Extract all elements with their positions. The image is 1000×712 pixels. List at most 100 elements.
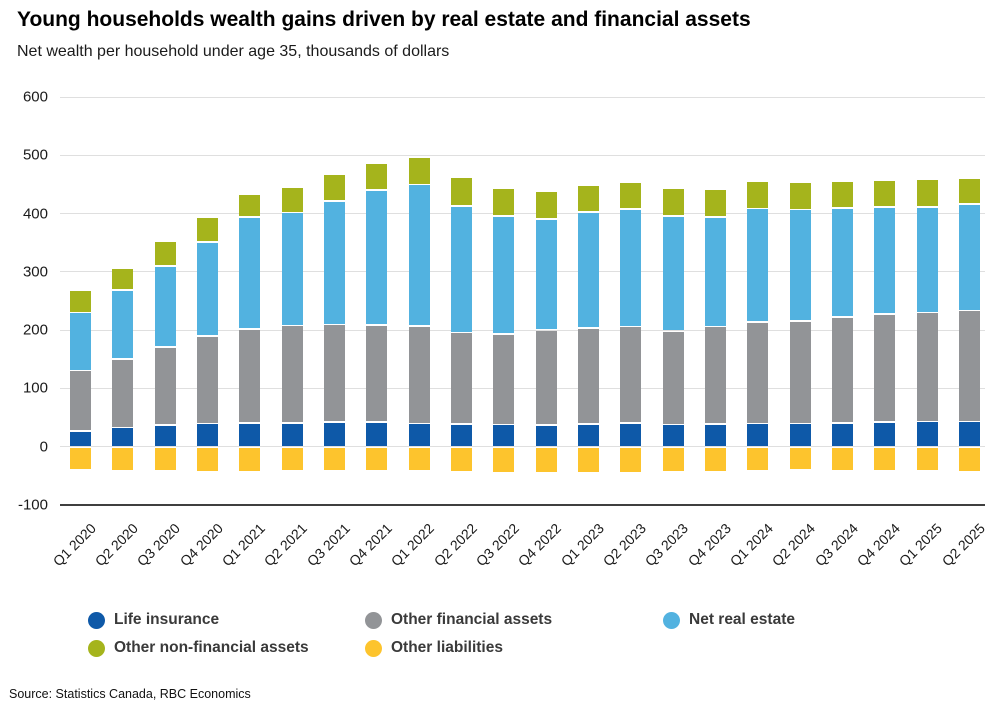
- bar-segment-other-liabilities: [958, 447, 980, 471]
- bar-segment-other-liabilities: [831, 447, 853, 470]
- bar-segment-other-financial-assets: [196, 336, 218, 423]
- legend-item-other-financial-assets: Other financial assets: [365, 611, 552, 629]
- x-tick-label: Q3 2022: [472, 520, 523, 570]
- bar-segment-other-liabilities: [154, 447, 176, 471]
- bar-segment-other-financial-assets: [408, 326, 430, 423]
- bar-segment-net-real-estate: [789, 210, 811, 320]
- bar-segment-net-real-estate: [577, 212, 599, 327]
- legend-label: Net real estate: [689, 611, 795, 628]
- x-tick-label: Q3 2020: [134, 520, 184, 570]
- bar-segment-life-insurance: [577, 424, 599, 446]
- bar-segment-other-liabilities: [281, 447, 303, 471]
- bar-segment-other-non-financial-assets: [916, 179, 938, 207]
- x-tick-label: Q1 2023: [557, 520, 607, 570]
- bar-segment-other-liabilities: [535, 447, 557, 472]
- bar-segment-other-non-financial-assets: [577, 185, 599, 211]
- bar-segment-other-financial-assets: [747, 322, 769, 423]
- bar-segment-other-non-financial-assets: [493, 189, 515, 216]
- bar-segment-other-non-financial-assets: [366, 163, 388, 190]
- bar-segment-net-real-estate: [408, 185, 430, 326]
- legend-label: Other financial assets: [391, 611, 553, 628]
- bar-segment-life-insurance: [281, 423, 303, 446]
- x-tick-label: Q2 2024: [769, 520, 819, 570]
- bar-segment-life-insurance: [789, 424, 811, 446]
- x-tick-label: Q3 2023: [642, 520, 692, 570]
- bar-segment-life-insurance: [958, 422, 980, 446]
- gridline: [60, 154, 985, 156]
- bar-segment-net-real-estate: [958, 205, 980, 310]
- bar-segment-other-liabilities: [662, 447, 684, 471]
- bar-segment-net-real-estate: [535, 219, 557, 330]
- bar-segment-other-financial-assets: [366, 325, 388, 422]
- bar-segment-other-liabilities: [577, 447, 599, 472]
- bar-segment-other-liabilities: [366, 447, 388, 470]
- source-note: Source: Statistics Canada, RBC Economics: [9, 687, 251, 701]
- bar-segment-other-financial-assets: [112, 360, 134, 427]
- bar-segment-net-real-estate: [620, 209, 642, 326]
- bar-segment-other-non-financial-assets: [747, 181, 769, 208]
- x-tick-label: Q1 2021: [218, 520, 269, 570]
- bar-segment-net-real-estate: [662, 216, 684, 331]
- gridline: [60, 213, 985, 215]
- x-tick-label: Q2 2023: [599, 520, 650, 570]
- bar-segment-other-non-financial-assets: [239, 195, 261, 217]
- bar-segment-other-non-financial-assets: [196, 218, 218, 242]
- bar-segment-life-insurance: [874, 423, 896, 446]
- bar-segment-other-financial-assets: [662, 332, 684, 424]
- bar-segment-other-liabilities: [874, 447, 896, 471]
- legend-swatch-icon: [88, 611, 105, 629]
- bar-segment-net-real-estate: [281, 213, 303, 325]
- bar-segment-other-non-financial-assets: [323, 174, 345, 200]
- bar-segment-life-insurance: [747, 424, 769, 446]
- gridline: [60, 96, 985, 98]
- bar-segment-other-financial-assets: [958, 311, 980, 421]
- bar-segment-other-financial-assets: [704, 327, 726, 424]
- bar-segment-other-non-financial-assets: [662, 189, 684, 216]
- bar-segment-net-real-estate: [450, 206, 472, 332]
- bar-segment-other-non-financial-assets: [831, 181, 853, 207]
- gridline: [60, 329, 985, 331]
- bar-segment-other-liabilities: [450, 447, 472, 471]
- bar-segment-other-non-financial-assets: [70, 291, 91, 312]
- x-tick-label: Q4 2024: [853, 520, 904, 570]
- x-tick-label: Q1 2022: [388, 520, 438, 570]
- y-tick-label: -100: [17, 496, 48, 514]
- bar-segment-life-insurance: [535, 425, 557, 446]
- bar-segment-other-non-financial-assets: [620, 182, 642, 209]
- bar-segment-net-real-estate: [154, 266, 176, 347]
- x-tick-label: Q4 2022: [515, 520, 565, 570]
- bar-segment-net-real-estate: [704, 217, 726, 326]
- bar-segment-life-insurance: [239, 423, 261, 446]
- bar-segment-other-liabilities: [493, 447, 515, 472]
- bar-segment-life-insurance: [493, 425, 515, 446]
- bar-segment-other-financial-assets: [874, 314, 896, 422]
- legend-swatch-icon: [365, 639, 382, 657]
- bar-segment-life-insurance: [366, 423, 388, 446]
- chart-title: Young households wealth gains driven by …: [17, 8, 751, 31]
- x-tick-label: Q1 2020: [49, 520, 99, 570]
- x-tick-label: Q2 2020: [91, 520, 142, 570]
- bar-segment-other-non-financial-assets: [789, 182, 811, 209]
- bar-segment-net-real-estate: [366, 191, 388, 325]
- bar-segment-net-real-estate: [747, 209, 769, 322]
- y-tick-label: 400: [22, 205, 48, 223]
- bar-segment-other-liabilities: [704, 447, 726, 471]
- bar-segment-other-non-financial-assets: [408, 157, 430, 184]
- bar-segment-net-real-estate: [831, 208, 853, 316]
- bar-segment-other-liabilities: [70, 447, 91, 470]
- x-tick-label: Q1 2025: [896, 520, 946, 570]
- bar-segment-other-non-financial-assets: [704, 189, 726, 217]
- bar-segment-net-real-estate: [916, 207, 938, 312]
- bar-segment-other-liabilities: [112, 447, 134, 470]
- bar-segment-net-real-estate: [112, 290, 134, 359]
- x-tick-label: Q1 2024: [726, 520, 777, 570]
- x-axis-line: [60, 504, 985, 506]
- bar-segment-life-insurance: [916, 422, 938, 446]
- gridline: [60, 446, 985, 448]
- bar-segment-other-financial-assets: [916, 313, 938, 421]
- bar-segment-other-liabilities: [747, 447, 769, 470]
- bar-segment-other-financial-assets: [789, 321, 811, 423]
- gridline: [60, 387, 985, 389]
- legend-swatch-icon: [663, 611, 680, 629]
- x-tick-label: Q4 2021: [345, 520, 396, 570]
